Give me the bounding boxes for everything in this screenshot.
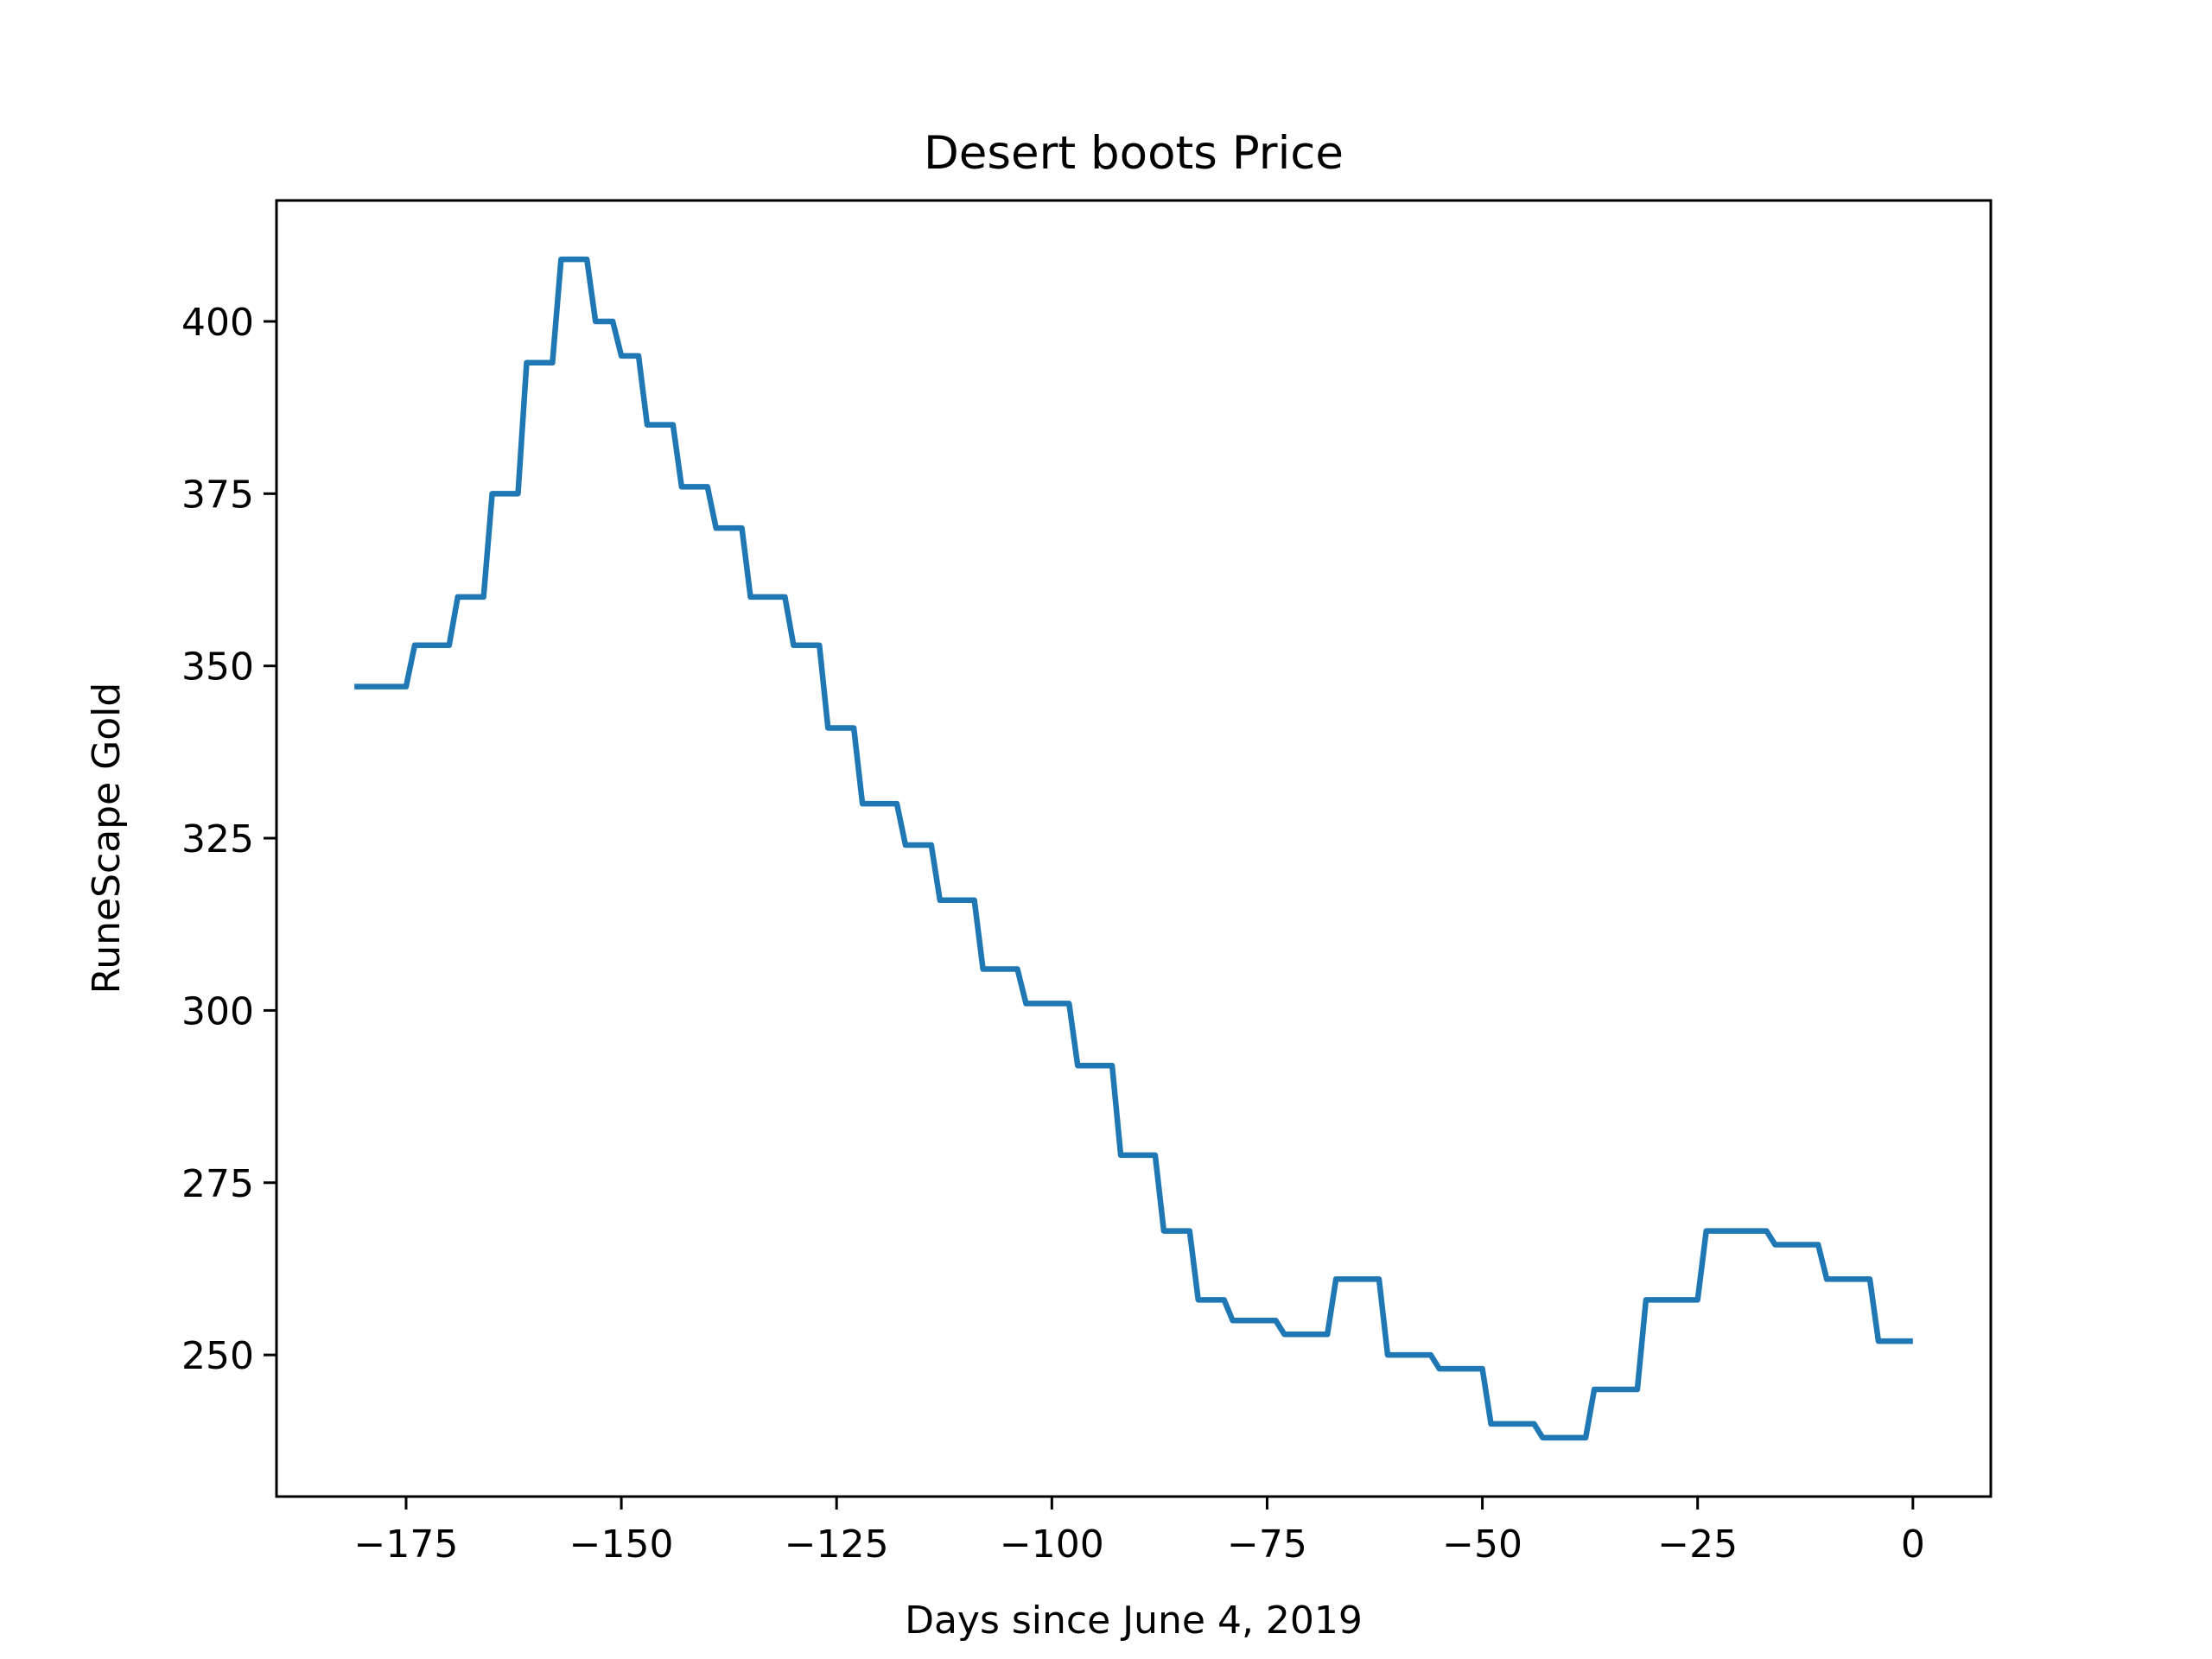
x-tick-label: −100 [1000, 1522, 1104, 1567]
x-tick-label: −150 [569, 1522, 674, 1567]
x-tick-label: −175 [354, 1522, 459, 1567]
y-tick-label: 400 [181, 301, 254, 345]
x-tick-label: −125 [785, 1522, 889, 1567]
line-series [354, 256, 1913, 1441]
y-axis-label: RuneScape Gold [85, 683, 129, 995]
y-tick-label: 375 [181, 473, 254, 517]
x-axis-label: Days since June 4, 2019 [905, 1599, 1363, 1643]
x-tick-label: −25 [1657, 1522, 1738, 1567]
y-tick-label: 250 [181, 1334, 254, 1378]
y-tick-label: 275 [181, 1162, 254, 1206]
x-tick-label: −75 [1227, 1522, 1307, 1567]
x-tick-label: 0 [1901, 1522, 1925, 1567]
x-tick-label: −50 [1442, 1522, 1522, 1567]
y-tick-label: 325 [181, 817, 254, 861]
y-tick-label: 350 [181, 645, 254, 690]
plot-frame [275, 199, 1993, 1498]
y-tick-label: 300 [181, 989, 254, 1033]
chart-title: Desert boots Price [924, 127, 1344, 180]
